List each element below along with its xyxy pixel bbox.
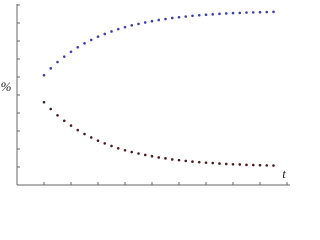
point (49, 67, 53, 70)
point (218, 162, 221, 165)
point (130, 150, 134, 154)
point (197, 160, 201, 164)
point (258, 10, 262, 14)
point (164, 157, 167, 160)
point (137, 22, 140, 26)
point (157, 156, 161, 159)
point (191, 160, 194, 163)
point (123, 148, 127, 152)
point (204, 13, 208, 17)
point (211, 13, 215, 16)
point (89, 136, 93, 139)
point (184, 159, 188, 163)
point (231, 11, 235, 15)
point (116, 27, 120, 31)
x-axis-label: t (282, 166, 286, 181)
point (184, 15, 188, 18)
point (150, 154, 154, 158)
point (143, 153, 147, 157)
point (238, 11, 242, 15)
point (56, 114, 59, 117)
point (96, 35, 100, 38)
point (170, 16, 174, 20)
point (224, 12, 228, 15)
point (265, 164, 269, 167)
point (231, 163, 235, 166)
point (164, 17, 167, 21)
point (272, 164, 275, 167)
point (110, 144, 113, 148)
point (69, 50, 73, 54)
point (197, 13, 201, 17)
point (157, 18, 161, 22)
point (265, 10, 269, 14)
point (42, 100, 46, 104)
point (204, 161, 208, 164)
point (103, 32, 107, 36)
point (76, 128, 80, 132)
point (272, 10, 275, 14)
chart: % t (1, 4, 290, 186)
point (83, 132, 86, 136)
point (62, 55, 66, 58)
point (245, 11, 248, 14)
point (258, 163, 262, 167)
point (211, 161, 215, 165)
point (123, 25, 127, 29)
point (218, 12, 221, 16)
point (143, 21, 147, 24)
point (150, 19, 154, 23)
y-axis-label: % (1, 79, 12, 94)
point (96, 139, 100, 143)
point (177, 15, 181, 19)
point (224, 162, 228, 166)
point (251, 11, 255, 14)
point (170, 158, 174, 161)
point (103, 142, 107, 145)
point (238, 163, 242, 166)
point (137, 152, 140, 155)
point (49, 107, 53, 111)
point (177, 158, 181, 162)
point (191, 14, 194, 18)
point (130, 24, 134, 27)
point (245, 163, 248, 167)
point (56, 60, 59, 64)
point (42, 73, 46, 77)
point (69, 124, 73, 127)
point (76, 46, 80, 49)
point (116, 146, 120, 150)
point (89, 38, 93, 42)
point (62, 119, 66, 123)
point (110, 30, 113, 33)
point (83, 42, 86, 45)
point (251, 163, 255, 167)
